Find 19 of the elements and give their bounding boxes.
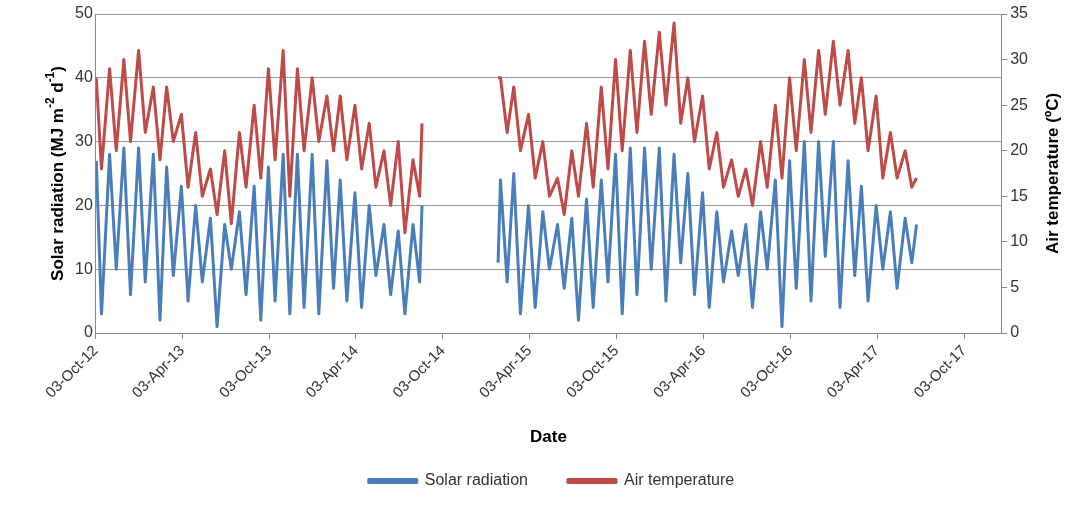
y2-tick-label: 10 xyxy=(1010,232,1029,250)
y2-tick-label: 20 xyxy=(1010,141,1029,159)
y2-tick-label: 25 xyxy=(1010,95,1029,113)
legend-label: Solar radiation xyxy=(424,471,528,489)
y2-tick-label: 35 xyxy=(1010,4,1029,22)
y-tick-label: 40 xyxy=(75,68,93,86)
y2-axis-title: Air temperature (ºC) xyxy=(1042,92,1062,255)
y-tick-label: 0 xyxy=(83,323,93,341)
y2-tick-label: 15 xyxy=(1010,186,1029,204)
y2-tick-label: 5 xyxy=(1010,277,1020,295)
x-axis-title: Date xyxy=(530,426,567,446)
y-tick-label: 50 xyxy=(75,4,93,22)
y-tick-label: 30 xyxy=(75,132,93,150)
y-tick-label: 10 xyxy=(75,259,93,277)
y2-tick-label: 30 xyxy=(1010,49,1029,67)
legend-label: Air temperature xyxy=(623,471,735,489)
y-tick-label: 20 xyxy=(75,195,93,213)
y2-tick-label: 0 xyxy=(1010,323,1020,341)
y-axis-title: Solar radiation (MJ m-2 d-1) xyxy=(43,66,67,281)
